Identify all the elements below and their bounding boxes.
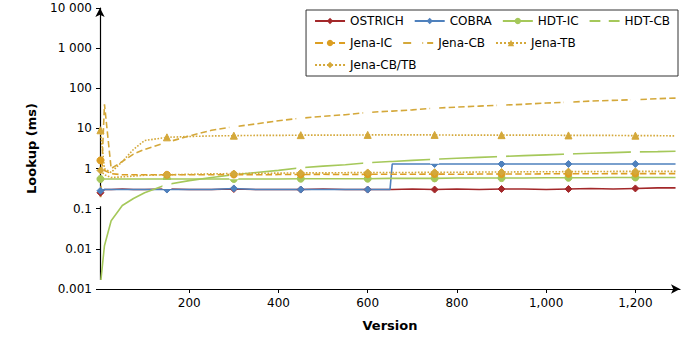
svg-text:1 000: 1 000	[58, 41, 92, 55]
svg-text:200: 200	[178, 296, 201, 310]
svg-text:400: 400	[267, 296, 290, 310]
svg-text:Jena-IC: Jena-IC	[349, 36, 392, 50]
svg-text:Jena-CB/TB: Jena-CB/TB	[349, 58, 416, 72]
svg-text:0.01: 0.01	[65, 242, 92, 256]
svg-text:600: 600	[356, 296, 379, 310]
svg-text:1,000: 1,000	[529, 296, 563, 310]
svg-text:HDT-IC: HDT-IC	[538, 14, 579, 28]
svg-text:Lookup (ms): Lookup (ms)	[24, 103, 39, 194]
svg-text:OSTRICH: OSTRICH	[350, 14, 404, 28]
svg-text:Jena-CB: Jena-CB	[437, 36, 485, 50]
svg-text:COBRA: COBRA	[450, 14, 493, 28]
svg-text:10 000: 10 000	[50, 1, 92, 15]
svg-text:1: 1	[84, 162, 92, 176]
svg-text:Version: Version	[363, 318, 418, 333]
svg-text:HDT-CB: HDT-CB	[625, 14, 670, 28]
svg-text:1,200: 1,200	[618, 296, 652, 310]
svg-text:10: 10	[77, 121, 92, 135]
svg-text:0.001: 0.001	[58, 282, 92, 296]
svg-text:800: 800	[445, 296, 468, 310]
svg-text:Jena-TB: Jena-TB	[530, 36, 576, 50]
svg-text:100: 100	[69, 81, 92, 95]
svg-text:0.1: 0.1	[73, 202, 92, 216]
